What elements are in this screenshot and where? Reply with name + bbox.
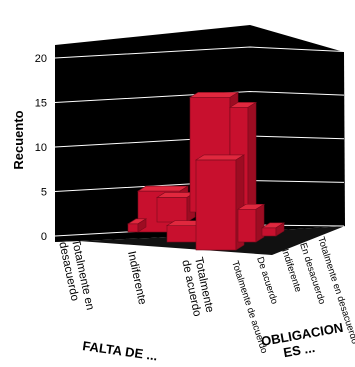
y-tick-labels: 0 5 10 15 20	[35, 53, 47, 243]
bar	[155, 191, 197, 223]
z-category-label: De acuerdo	[254, 256, 280, 306]
z-category-label: Indiferente	[279, 248, 303, 294]
bar	[194, 154, 246, 251]
y-axis-title: Recuento	[11, 110, 26, 169]
bar	[236, 203, 266, 243]
bar	[126, 218, 148, 233]
x-category-label: Totalmente endesacuerdo	[56, 238, 95, 314]
svg-text:ES ...: ES ...	[282, 340, 316, 360]
y-tick-label: 15	[35, 98, 47, 110]
x-category-label: Totalmentede acuerdo	[179, 256, 215, 317]
y-tick-label: 0	[41, 231, 47, 243]
x-axis-title: FALTA DE ...	[82, 338, 159, 363]
y-tick-label: 5	[41, 187, 47, 199]
y-tick-label: 10	[35, 142, 47, 154]
bars	[126, 91, 286, 251]
z-axis-title: OBLIGACION ES ...	[260, 320, 344, 360]
x-category-labels: Totalmente endesacuerdo Indiferente Totalm…	[56, 238, 215, 317]
bar	[260, 222, 286, 237]
gridline	[54, 90, 345, 103]
gridline	[54, 46, 345, 59]
y-tick-label: 20	[35, 53, 47, 65]
x-category-label: Indiferente	[125, 250, 148, 306]
